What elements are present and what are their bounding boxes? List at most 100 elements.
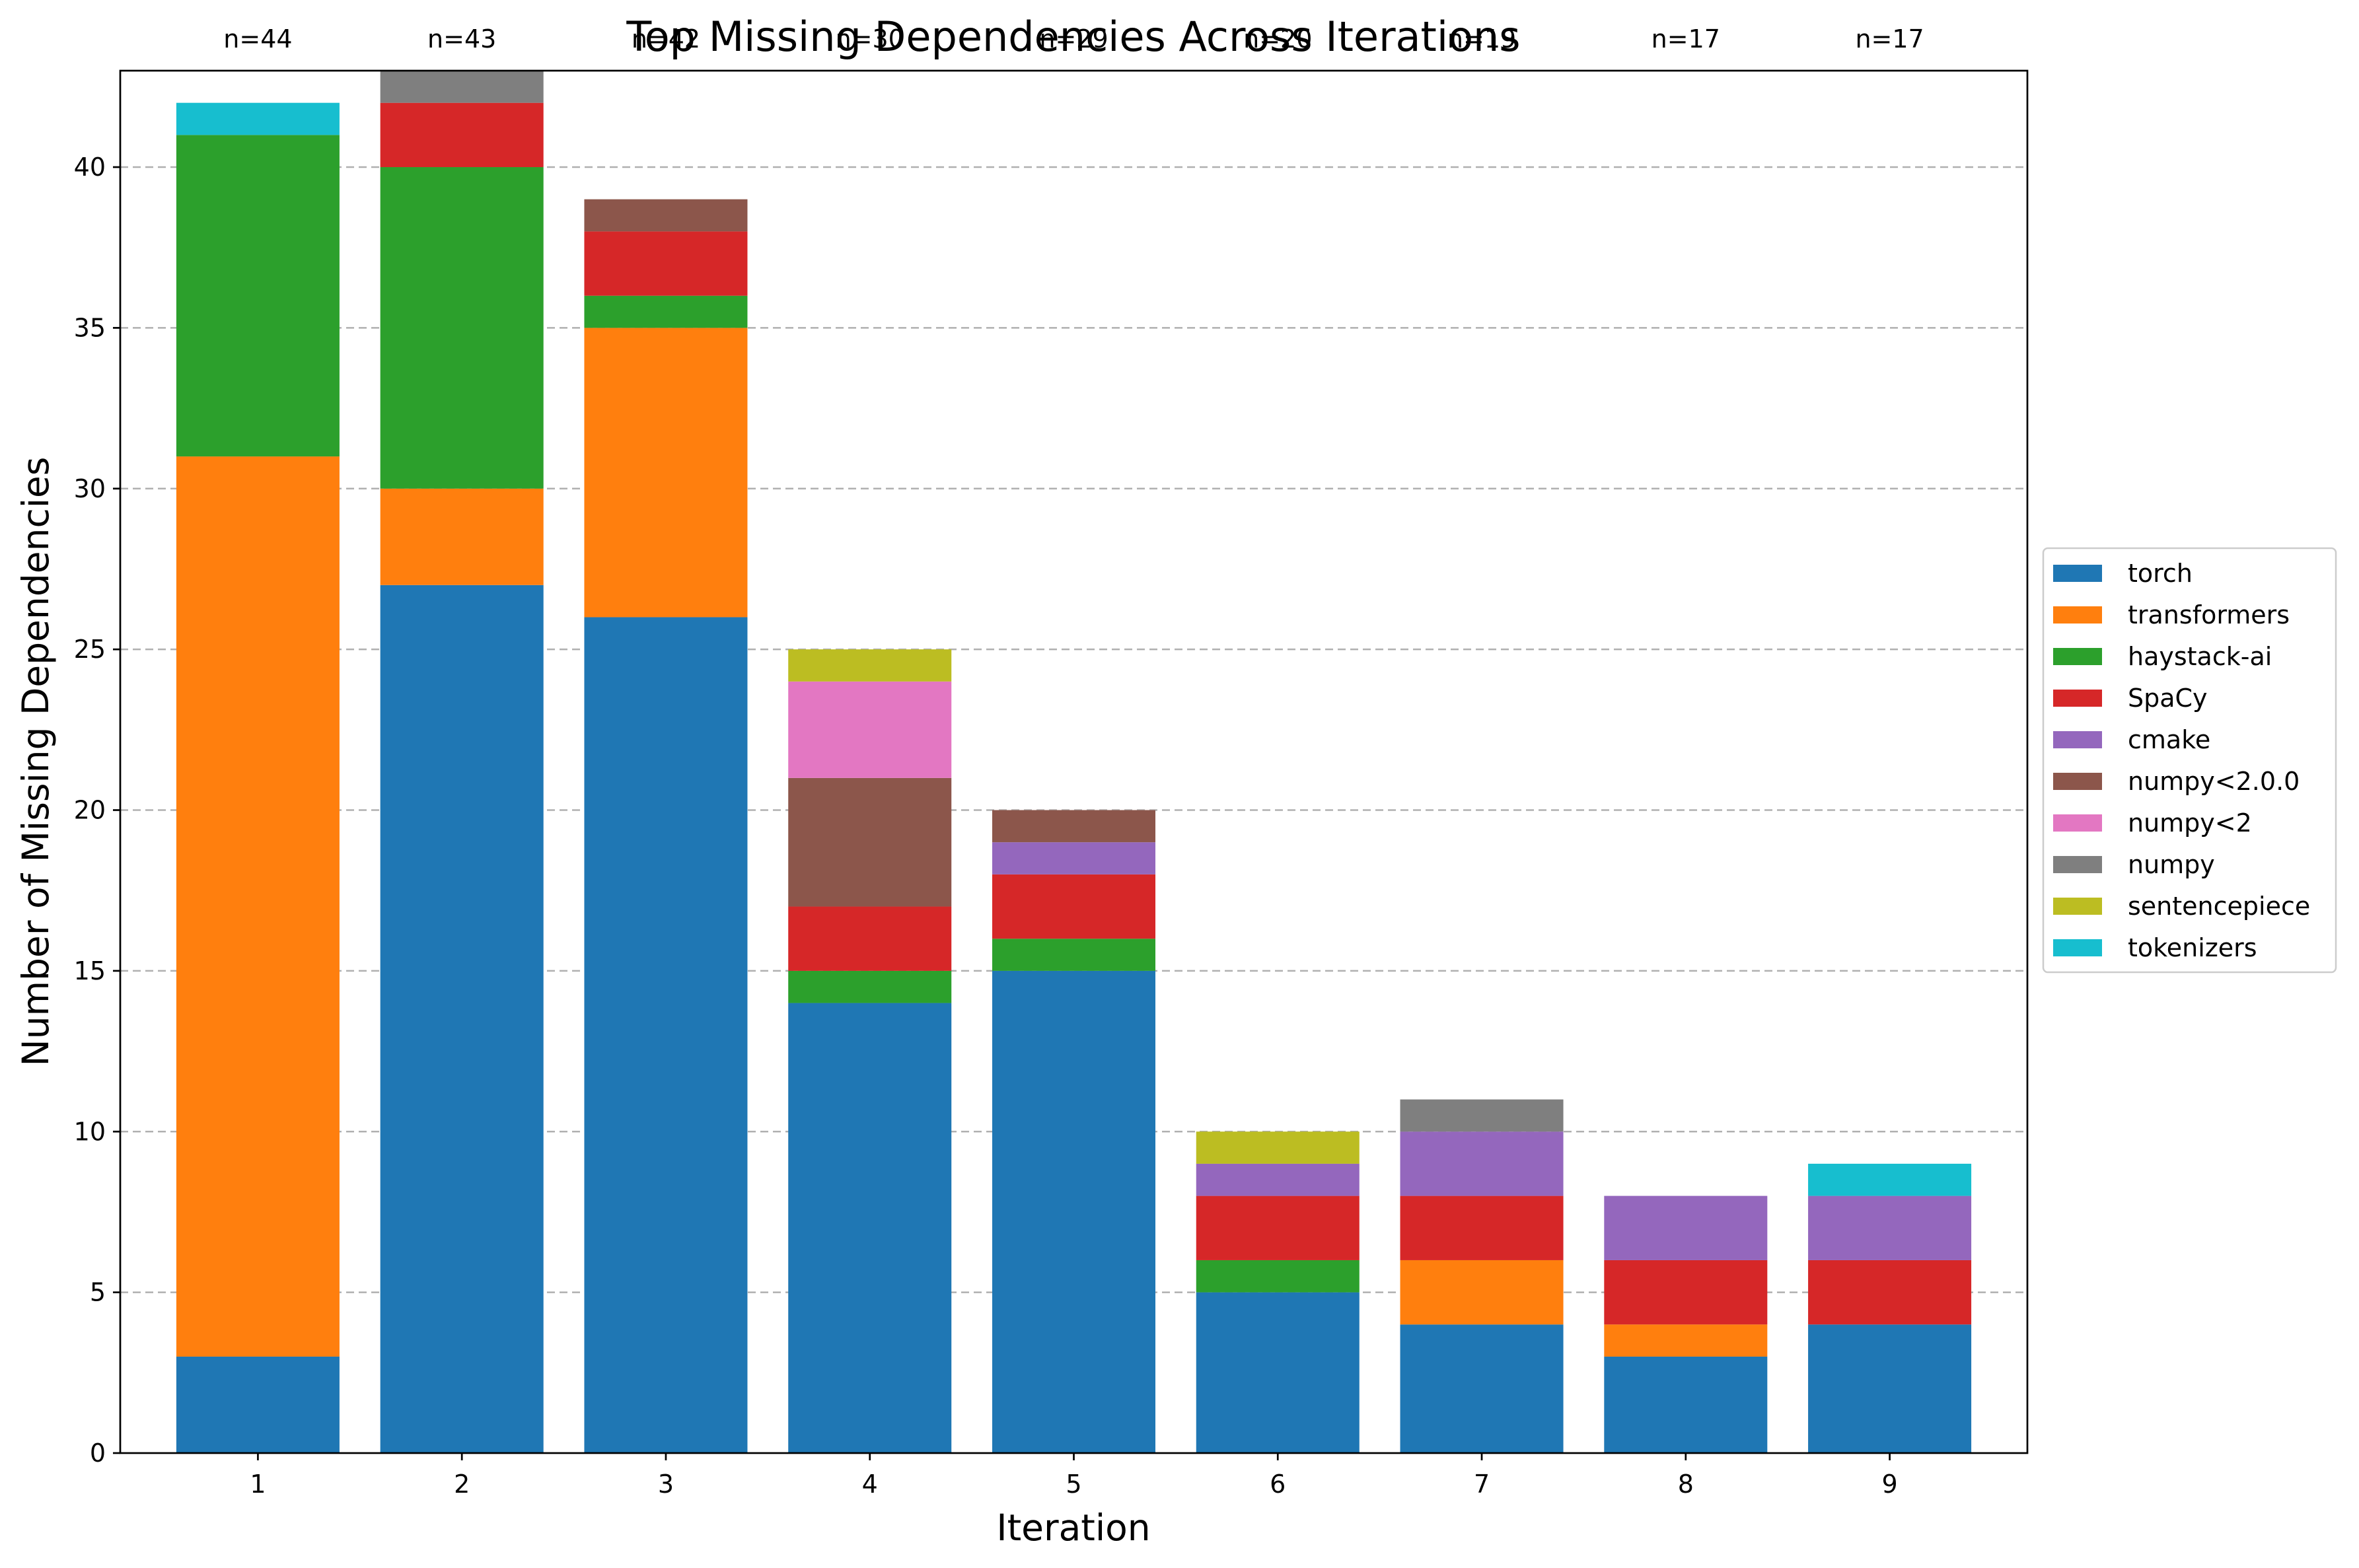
legend-swatch-numpy	[2053, 856, 2102, 873]
bar-spacy-iter-8	[1604, 1260, 1768, 1325]
bar-transformers-iter-1	[176, 456, 340, 1357]
bar-spacy-iter-6	[1196, 1195, 1360, 1260]
legend-label-numpy: numpy	[2128, 850, 2215, 879]
x-tick-label: 1	[250, 1470, 266, 1499]
bar-cmake-iter-5	[992, 842, 1156, 874]
legend-label-transformers: transformers	[2128, 600, 2290, 629]
bar-numpy-2-0-0-iter-4	[788, 777, 952, 907]
y-tick-label: 40	[74, 153, 106, 182]
legend-swatch-numpy-2	[2053, 814, 2102, 832]
bar-torch-iter-2	[380, 585, 544, 1453]
bar-numpy-iter-7	[1400, 1099, 1564, 1132]
bar-torch-iter-5	[992, 970, 1156, 1453]
legend-swatch-tokenizers	[2053, 939, 2102, 956]
y-axis-label: Number of Missing Dependencies	[15, 457, 57, 1067]
bar-haystack-ai-iter-5	[992, 939, 1156, 971]
y-tick-label: 35	[74, 313, 106, 342]
count-label: n=17	[1855, 24, 1924, 53]
legend-swatch-transformers	[2053, 606, 2102, 624]
y-tick-label: 30	[74, 474, 106, 503]
bar-transformers-iter-3	[584, 328, 748, 618]
bar-stacks	[176, 71, 1972, 1453]
count-label: n=17	[1651, 24, 1720, 53]
legend-swatch-spacy	[2053, 690, 2102, 707]
count-label: n=44	[223, 24, 292, 53]
y-tick-label: 5	[90, 1278, 106, 1307]
legend-label-torch: torch	[2128, 559, 2193, 588]
count-label: n=30	[836, 24, 904, 53]
count-label: n=19	[1447, 24, 1516, 53]
bar-torch-iter-3	[584, 617, 748, 1453]
legend-swatch-cmake	[2053, 731, 2102, 748]
legend-box	[2042, 547, 2337, 974]
legend-label-numpy-2-0-0: numpy<2.0.0	[2128, 767, 2300, 796]
bar-haystack-ai-iter-3	[584, 295, 748, 328]
x-tick-label: 5	[1066, 1470, 1081, 1499]
bar-numpy-iter-2	[380, 71, 544, 103]
legend-swatch-sentencepiece	[2053, 898, 2102, 915]
legend-items: torch transformers haystack-ai SpaCy cmake nu…	[2053, 559, 2310, 962]
bar-torch-iter-1	[176, 1356, 340, 1453]
x-tick-label: 8	[1678, 1470, 1694, 1499]
bars-layer	[176, 71, 1972, 1453]
legend-label-spacy: SpaCy	[2128, 684, 2208, 713]
bar-torch-iter-8	[1604, 1356, 1768, 1453]
bar-tokenizers-iter-9	[1808, 1163, 1972, 1196]
bar-numpy-2-iter-4	[788, 681, 952, 778]
bar-spacy-iter-5	[992, 874, 1156, 939]
bar-tokenizers-iter-1	[176, 102, 340, 135]
bar-haystack-ai-iter-6	[1196, 1260, 1360, 1293]
y-tick-label: 10	[74, 1117, 106, 1146]
legend-swatch-numpy-2-0-0	[2053, 773, 2102, 790]
bar-numpy-2-0-0-iter-3	[584, 199, 748, 232]
count-label: n=43	[427, 24, 496, 53]
bar-spacy-iter-9	[1808, 1260, 1972, 1325]
bar-cmake-iter-6	[1196, 1163, 1360, 1196]
legend-swatch-torch	[2053, 565, 2102, 582]
x-tick-label: 9	[1881, 1470, 1897, 1499]
x-axis-label: Iteration	[996, 1507, 1150, 1549]
bar-spacy-iter-7	[1400, 1195, 1564, 1260]
bar-numpy-2-0-0-iter-5	[992, 810, 1156, 843]
count-labels: n=44 n=43 n=42 n=30 n=29 n=20 n=19 n=17 n=17	[223, 24, 1924, 53]
bar-spacy-iter-4	[788, 906, 952, 971]
x-tick-label: 4	[862, 1470, 878, 1499]
bar-sentencepiece-iter-6	[1196, 1131, 1360, 1164]
bar-spacy-iter-3	[584, 231, 748, 296]
x-tick-label: 7	[1474, 1470, 1490, 1499]
bar-torch-iter-4	[788, 1003, 952, 1453]
x-tick-label: 2	[454, 1470, 470, 1499]
bar-transformers-iter-7	[1400, 1260, 1564, 1325]
bar-cmake-iter-8	[1604, 1195, 1768, 1260]
x-tick-label: 6	[1270, 1470, 1286, 1499]
bar-transformers-iter-2	[380, 488, 544, 585]
legend: torch transformers haystack-ai SpaCy cmake nu…	[2042, 547, 2337, 974]
count-label: n=20	[1243, 24, 1312, 53]
legend-label-sentencepiece: sentencepiece	[2128, 892, 2310, 921]
bar-spacy-iter-2	[380, 102, 544, 168]
y-tick-label: 0	[90, 1439, 106, 1468]
ticks-layer: 0 5 10 15 20 25 30 35 40 1 2 3 4 5 6 7 8 9	[74, 153, 1898, 1499]
bar-haystack-ai-iter-2	[380, 167, 544, 489]
legend-label-cmake: cmake	[2128, 725, 2210, 754]
bar-sentencepiece-iter-4	[788, 649, 952, 682]
bar-cmake-iter-7	[1400, 1131, 1564, 1196]
bar-transformers-iter-8	[1604, 1324, 1768, 1357]
count-label: n=29	[1039, 24, 1108, 53]
bar-torch-iter-7	[1400, 1324, 1564, 1453]
y-tick-label: 15	[74, 956, 106, 985]
legend-label-numpy-2: numpy<2	[2128, 808, 2252, 837]
bar-cmake-iter-9	[1808, 1195, 1972, 1260]
y-tick-label: 25	[74, 635, 106, 664]
bar-haystack-ai-iter-1	[176, 135, 340, 457]
count-label: n=42	[632, 24, 700, 53]
bar-haystack-ai-iter-4	[788, 970, 952, 1003]
bar-torch-iter-6	[1196, 1292, 1360, 1453]
legend-label-haystack-ai: haystack-ai	[2128, 642, 2272, 671]
bar-torch-iter-9	[1808, 1324, 1972, 1453]
y-tick-label: 20	[74, 796, 106, 825]
legend-swatch-haystack-ai	[2053, 648, 2102, 665]
x-tick-label: 3	[658, 1470, 674, 1499]
legend-label-tokenizers: tokenizers	[2128, 933, 2257, 962]
